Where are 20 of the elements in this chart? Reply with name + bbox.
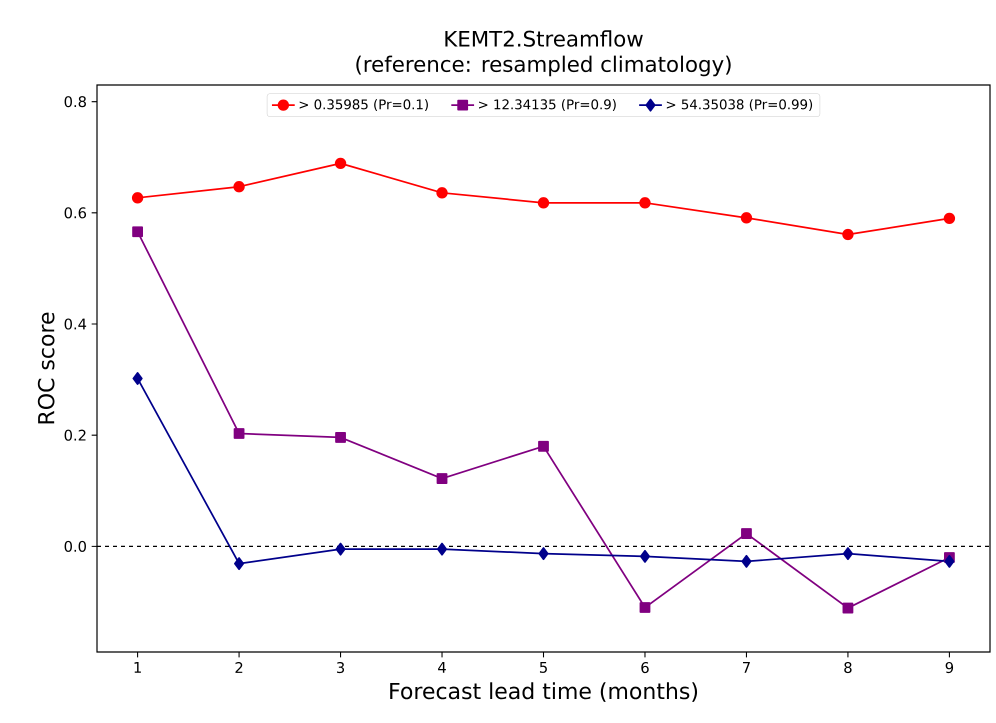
x-tick-label: 6 [641,662,649,674]
chart-title: KEMT2.Streamflow (reference: resampled climatology) [356,30,731,76]
legend-label: > 0.35985 (Pr=0.1) [300,99,428,111]
x-tick-label: 9 [946,662,954,674]
legend-label: > 12.34135 (Pr=0.9) [479,99,616,111]
y-tick-label: 0.2 [64,430,86,441]
y-tick-label: 0.4 [64,318,86,330]
x-tick-label: 3 [336,662,344,674]
x-tick-label: 8 [844,662,852,674]
y-tick-label: 0.0 [64,540,86,552]
x-tick-label: 5 [540,662,547,673]
y-tick-label: 0.6 [64,207,86,218]
x-tick-label: 1 [134,662,141,673]
x-tick-label: 4 [438,662,446,673]
legend-label: > 54.35038 (Pr=0.99) [666,99,812,111]
y-tick-label: 0.8 [64,96,86,108]
y-axis-title: ROC score [38,312,54,424]
x-axis-title: Forecast lead time (months) [390,682,698,702]
x-tick-label: 2 [235,662,242,673]
x-tick-label: 7 [743,662,750,673]
